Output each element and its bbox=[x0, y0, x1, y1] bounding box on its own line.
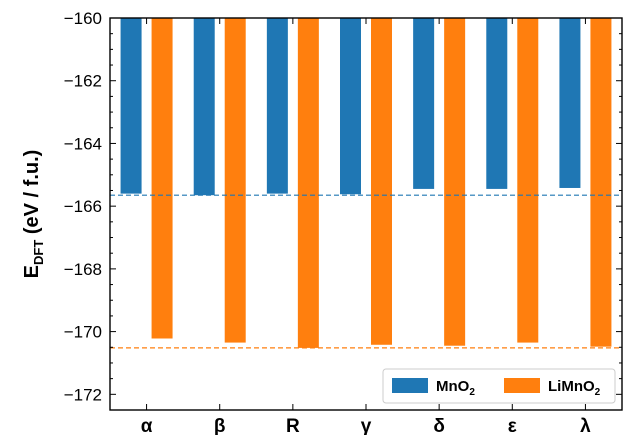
legend-label-limno2: LiMnO2 bbox=[548, 378, 601, 398]
bar-mno2-4 bbox=[413, 18, 435, 189]
x-category-label: δ bbox=[433, 416, 445, 435]
y-tick-label: −162 bbox=[64, 72, 102, 91]
bar-limno2-0 bbox=[151, 18, 173, 339]
bar-limno2-2 bbox=[297, 18, 319, 348]
x-category-label: α bbox=[141, 416, 153, 435]
y-axis-label: EDFT (eV / f.u.) bbox=[21, 150, 46, 279]
y-tick-label: −166 bbox=[64, 197, 102, 216]
bar-limno2-1 bbox=[224, 18, 246, 343]
bar-mno2-5 bbox=[486, 18, 508, 189]
y-tick-label: −172 bbox=[64, 385, 102, 404]
y-axis-label-rest: (eV / f.u.) bbox=[21, 150, 43, 240]
bars-group bbox=[120, 18, 612, 348]
y-tick-label: −160 bbox=[64, 9, 102, 28]
bar-mno2-6 bbox=[559, 18, 581, 188]
y-tick-label: −170 bbox=[64, 323, 102, 342]
legend-label-mno2: MnO2 bbox=[436, 378, 475, 398]
x-category-label: ε bbox=[508, 416, 517, 435]
bar-limno2-5 bbox=[517, 18, 539, 343]
bar-mno2-3 bbox=[340, 18, 361, 195]
bar-limno2-4 bbox=[444, 18, 466, 346]
bar-mno2-2 bbox=[266, 18, 288, 194]
x-category-label: β bbox=[214, 416, 226, 435]
x-category-label: λ bbox=[580, 416, 591, 435]
reference-lines bbox=[110, 194, 622, 349]
legend-box bbox=[382, 368, 616, 404]
bar-limno2-6 bbox=[590, 18, 612, 347]
y-tick-label: −168 bbox=[64, 260, 102, 279]
y-axis-label-sub: DFT bbox=[31, 240, 46, 265]
bar-limno2-3 bbox=[371, 18, 392, 345]
y-axis-ticks: −160 −162 −164 −166 −168 −170 −172 bbox=[64, 9, 622, 411]
x-category-label: R bbox=[286, 416, 300, 435]
plot-frame bbox=[109, 17, 623, 411]
legend: MnO2 LiMnO2 bbox=[382, 368, 616, 404]
legend-swatch-mno2 bbox=[392, 378, 428, 393]
y-axis-label-main: E bbox=[21, 265, 43, 278]
x-category-label: γ bbox=[361, 416, 372, 435]
bar-mno2-0 bbox=[120, 18, 142, 194]
legend-swatch-limno2 bbox=[504, 378, 540, 393]
bar-mno2-1 bbox=[193, 18, 215, 196]
y-tick-label: −164 bbox=[64, 134, 102, 153]
